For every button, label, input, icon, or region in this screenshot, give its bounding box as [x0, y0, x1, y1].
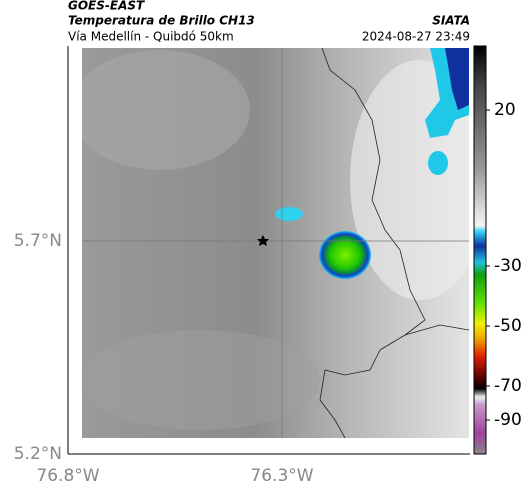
datetime: 2024-08-27 23:49	[362, 30, 470, 44]
lon-label: 76.3°W	[250, 466, 313, 486]
satellite-image	[82, 48, 469, 438]
satellite: GOES-EAST	[68, 0, 145, 13]
colorbar	[473, 45, 487, 455]
lat-label: 5.2°N	[14, 444, 62, 464]
colorbar-tick-label: -50	[494, 316, 522, 336]
route: Vía Medellín - Quibdó 50km	[68, 30, 234, 44]
product: Temperatura de Brillo CH13	[68, 14, 255, 28]
colorbar-tick-label: -70	[494, 376, 522, 396]
lat-label: 5.7°N	[14, 231, 62, 251]
colorbar-tick-label: -90	[494, 410, 522, 430]
lon-label: 76.8°W	[36, 466, 99, 486]
colorbar-tick-label: -30	[494, 256, 522, 276]
colorbar-tick-label: 20	[494, 100, 516, 120]
colorbar-ticks: 20 -30 -50 -70 -90	[486, 100, 522, 430]
source: SIATA	[432, 14, 470, 28]
